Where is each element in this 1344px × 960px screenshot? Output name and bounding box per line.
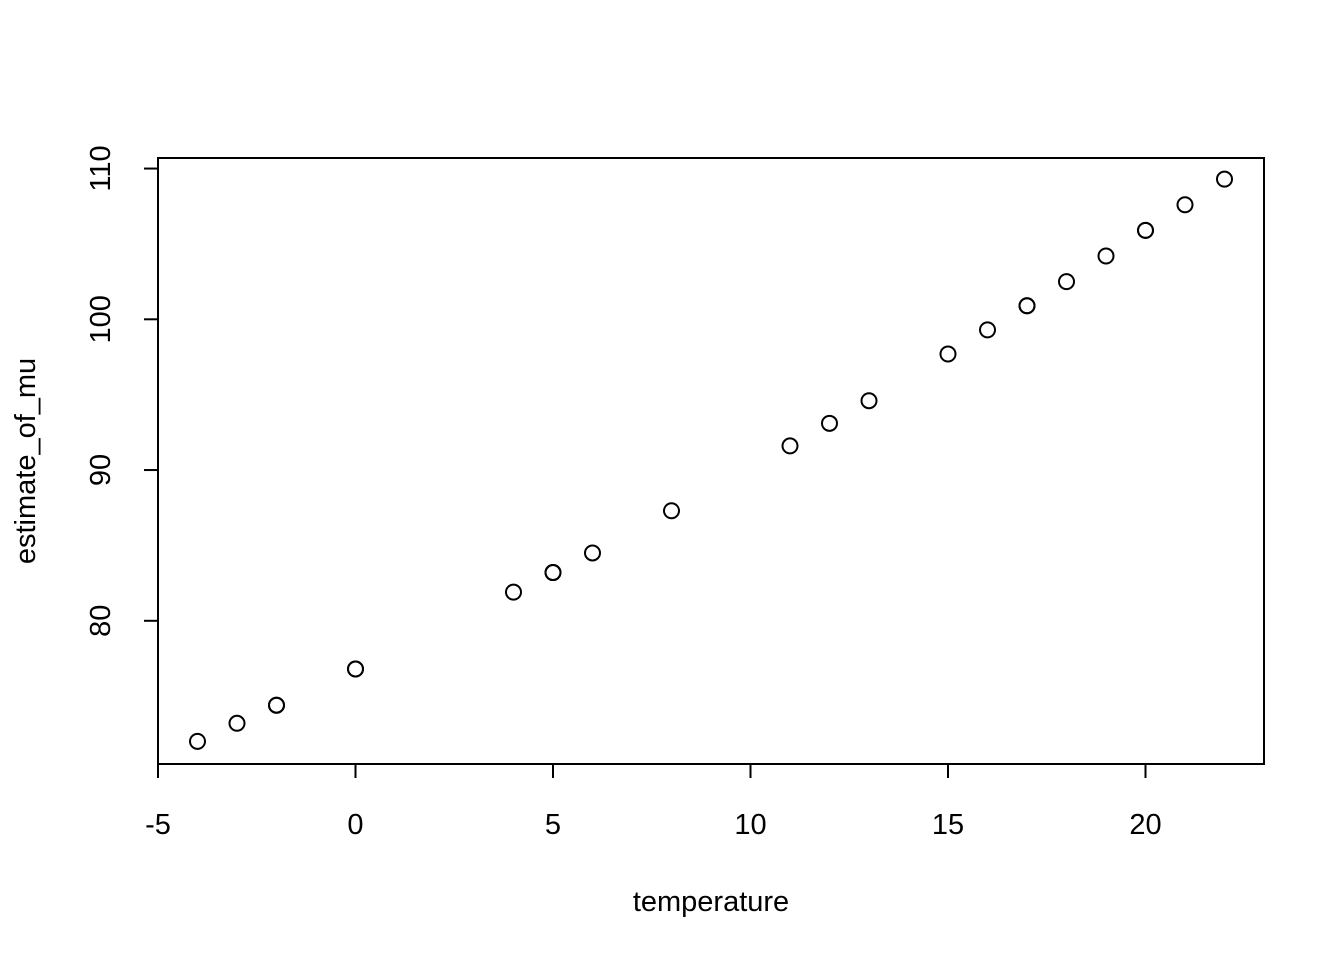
data-point <box>1058 273 1075 291</box>
data-point <box>663 502 680 520</box>
x-axis-label: temperature <box>633 886 789 918</box>
data-point <box>544 564 562 582</box>
data-point <box>1216 170 1233 188</box>
data-point <box>584 544 601 562</box>
data-point <box>505 583 522 601</box>
plot-frame <box>157 157 1265 765</box>
data-point <box>781 437 799 455</box>
data-point <box>979 321 996 339</box>
y-tick-label: 90 <box>85 454 117 486</box>
data-point <box>268 696 285 714</box>
data-point <box>821 414 838 432</box>
data-point <box>1097 247 1115 265</box>
y-tick-label: 80 <box>85 605 117 637</box>
x-tick-label: 5 <box>545 809 561 841</box>
x-tick-label: 0 <box>347 809 363 841</box>
data-points <box>189 170 1233 750</box>
data-point <box>189 732 206 750</box>
x-tick-label: 10 <box>734 809 766 841</box>
x-tick-label: 20 <box>1129 809 1161 841</box>
data-point <box>347 660 364 678</box>
y-axis: 80 90 100 110 <box>85 145 159 637</box>
x-tick-label: 15 <box>932 809 964 841</box>
y-axis-label: estimate_of_mu <box>10 358 42 564</box>
data-point <box>228 714 246 732</box>
data-point <box>1137 221 1154 239</box>
x-tick-label: -5 <box>145 809 171 841</box>
x-axis: -5 0 5 10 15 20 <box>145 763 1162 841</box>
data-point <box>1176 196 1194 214</box>
data-point <box>939 345 957 363</box>
data-point <box>1018 297 1036 315</box>
y-tick-label: 110 <box>85 145 117 191</box>
data-point <box>860 392 878 410</box>
y-tick-label: 100 <box>85 295 117 343</box>
